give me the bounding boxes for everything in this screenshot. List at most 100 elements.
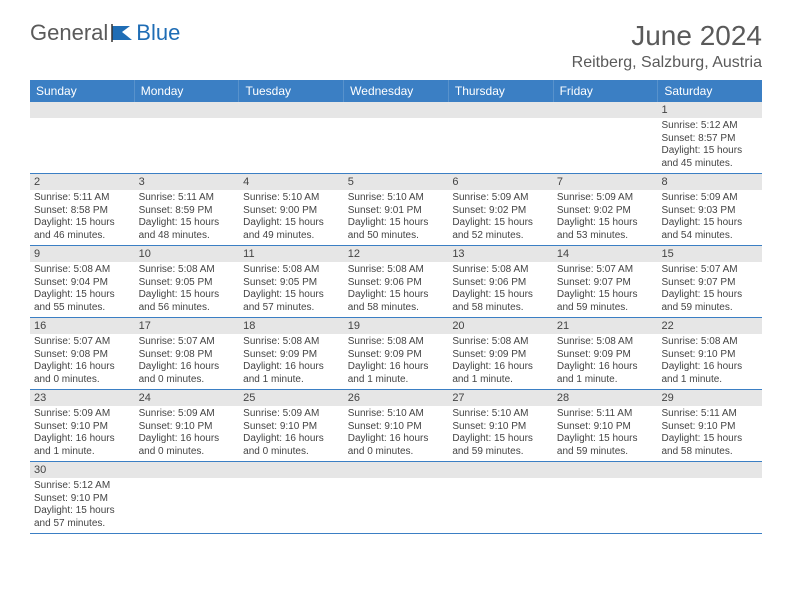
day-number: 18 bbox=[239, 318, 344, 334]
weekday-header: Tuesday bbox=[239, 80, 344, 102]
day-number bbox=[553, 102, 658, 118]
day-cell: Sunrise: 5:08 AM Sunset: 9:06 PM Dayligh… bbox=[448, 262, 553, 317]
day-number bbox=[344, 462, 449, 478]
day-number bbox=[448, 462, 553, 478]
day-number-row: 9101112131415 bbox=[30, 246, 762, 262]
logo: General Blue bbox=[30, 20, 180, 46]
day-cell: Sunrise: 5:10 AM Sunset: 9:10 PM Dayligh… bbox=[448, 406, 553, 461]
day-number bbox=[135, 102, 240, 118]
day-cell: Sunrise: 5:12 AM Sunset: 9:10 PM Dayligh… bbox=[30, 478, 135, 533]
weekday-header-row: SundayMondayTuesdayWednesdayThursdayFrid… bbox=[30, 80, 762, 102]
day-cell bbox=[448, 478, 553, 533]
day-number: 11 bbox=[239, 246, 344, 262]
day-number: 17 bbox=[135, 318, 240, 334]
day-cell bbox=[239, 478, 344, 533]
day-number: 21 bbox=[553, 318, 658, 334]
day-cell: Sunrise: 5:12 AM Sunset: 8:57 PM Dayligh… bbox=[657, 118, 762, 173]
day-cell: Sunrise: 5:08 AM Sunset: 9:06 PM Dayligh… bbox=[344, 262, 449, 317]
day-number: 7 bbox=[553, 174, 658, 190]
day-number bbox=[553, 462, 658, 478]
day-cell bbox=[448, 118, 553, 173]
header: General Blue June 2024 Reitberg, Salzbur… bbox=[0, 0, 792, 80]
weeks-container: 1Sunrise: 5:12 AM Sunset: 8:57 PM Daylig… bbox=[30, 102, 762, 534]
day-cell: Sunrise: 5:08 AM Sunset: 9:09 PM Dayligh… bbox=[344, 334, 449, 389]
day-cell: Sunrise: 5:09 AM Sunset: 9:02 PM Dayligh… bbox=[448, 190, 553, 245]
day-cell: Sunrise: 5:09 AM Sunset: 9:10 PM Dayligh… bbox=[239, 406, 344, 461]
weekday-header: Thursday bbox=[449, 80, 554, 102]
day-cell: Sunrise: 5:08 AM Sunset: 9:09 PM Dayligh… bbox=[553, 334, 658, 389]
day-number: 16 bbox=[30, 318, 135, 334]
day-cell: Sunrise: 5:11 AM Sunset: 9:10 PM Dayligh… bbox=[657, 406, 762, 461]
day-number: 9 bbox=[30, 246, 135, 262]
day-cell bbox=[135, 118, 240, 173]
day-number: 19 bbox=[344, 318, 449, 334]
day-cell bbox=[344, 478, 449, 533]
day-number: 20 bbox=[448, 318, 553, 334]
day-number: 22 bbox=[657, 318, 762, 334]
day-cell bbox=[657, 478, 762, 533]
weekday-header: Monday bbox=[135, 80, 240, 102]
location-text: Reitberg, Salzburg, Austria bbox=[572, 54, 762, 72]
week-row: Sunrise: 5:12 AM Sunset: 9:10 PM Dayligh… bbox=[30, 478, 762, 534]
week-row: Sunrise: 5:12 AM Sunset: 8:57 PM Dayligh… bbox=[30, 118, 762, 174]
day-cell: Sunrise: 5:09 AM Sunset: 9:10 PM Dayligh… bbox=[30, 406, 135, 461]
day-number: 13 bbox=[448, 246, 553, 262]
day-cell: Sunrise: 5:07 AM Sunset: 9:07 PM Dayligh… bbox=[553, 262, 658, 317]
day-number: 23 bbox=[30, 390, 135, 406]
day-cell bbox=[553, 478, 658, 533]
week-row: Sunrise: 5:08 AM Sunset: 9:04 PM Dayligh… bbox=[30, 262, 762, 318]
logo-text-blue: Blue bbox=[136, 20, 180, 46]
day-number-row: 23242526272829 bbox=[30, 390, 762, 406]
day-cell: Sunrise: 5:08 AM Sunset: 9:09 PM Dayligh… bbox=[448, 334, 553, 389]
day-cell bbox=[30, 118, 135, 173]
title-block: June 2024 Reitberg, Salzburg, Austria bbox=[572, 20, 762, 72]
day-number bbox=[239, 102, 344, 118]
day-cell: Sunrise: 5:11 AM Sunset: 9:10 PM Dayligh… bbox=[553, 406, 658, 461]
day-number bbox=[135, 462, 240, 478]
day-cell bbox=[239, 118, 344, 173]
day-number: 12 bbox=[344, 246, 449, 262]
day-number: 30 bbox=[30, 462, 135, 478]
day-cell: Sunrise: 5:09 AM Sunset: 9:10 PM Dayligh… bbox=[135, 406, 240, 461]
day-number bbox=[344, 102, 449, 118]
calendar-grid: SundayMondayTuesdayWednesdayThursdayFrid… bbox=[30, 80, 762, 534]
day-number-row: 16171819202122 bbox=[30, 318, 762, 334]
day-number: 10 bbox=[135, 246, 240, 262]
weekday-header: Saturday bbox=[658, 80, 762, 102]
day-number bbox=[448, 102, 553, 118]
day-cell: Sunrise: 5:08 AM Sunset: 9:10 PM Dayligh… bbox=[657, 334, 762, 389]
weekday-header: Friday bbox=[554, 80, 659, 102]
day-cell: Sunrise: 5:10 AM Sunset: 9:00 PM Dayligh… bbox=[239, 190, 344, 245]
day-number bbox=[30, 102, 135, 118]
day-cell bbox=[553, 118, 658, 173]
day-cell bbox=[135, 478, 240, 533]
day-cell: Sunrise: 5:09 AM Sunset: 9:03 PM Dayligh… bbox=[657, 190, 762, 245]
week-row: Sunrise: 5:09 AM Sunset: 9:10 PM Dayligh… bbox=[30, 406, 762, 462]
weekday-header: Sunday bbox=[30, 80, 135, 102]
week-row: Sunrise: 5:07 AM Sunset: 9:08 PM Dayligh… bbox=[30, 334, 762, 390]
day-number: 25 bbox=[239, 390, 344, 406]
day-number: 6 bbox=[448, 174, 553, 190]
day-cell: Sunrise: 5:07 AM Sunset: 9:07 PM Dayligh… bbox=[657, 262, 762, 317]
day-number: 1 bbox=[657, 102, 762, 118]
day-cell: Sunrise: 5:08 AM Sunset: 9:05 PM Dayligh… bbox=[135, 262, 240, 317]
day-number: 28 bbox=[553, 390, 658, 406]
day-number: 26 bbox=[344, 390, 449, 406]
day-cell: Sunrise: 5:07 AM Sunset: 9:08 PM Dayligh… bbox=[30, 334, 135, 389]
day-number-row: 30 bbox=[30, 462, 762, 478]
day-number: 15 bbox=[657, 246, 762, 262]
day-cell: Sunrise: 5:08 AM Sunset: 9:05 PM Dayligh… bbox=[239, 262, 344, 317]
day-number: 5 bbox=[344, 174, 449, 190]
day-cell: Sunrise: 5:09 AM Sunset: 9:02 PM Dayligh… bbox=[553, 190, 658, 245]
logo-text-general: General bbox=[30, 20, 108, 46]
flag-icon bbox=[110, 24, 134, 42]
day-cell: Sunrise: 5:07 AM Sunset: 9:08 PM Dayligh… bbox=[135, 334, 240, 389]
day-number: 2 bbox=[30, 174, 135, 190]
week-row: Sunrise: 5:11 AM Sunset: 8:58 PM Dayligh… bbox=[30, 190, 762, 246]
day-number bbox=[657, 462, 762, 478]
day-number: 24 bbox=[135, 390, 240, 406]
day-number bbox=[239, 462, 344, 478]
day-cell: Sunrise: 5:11 AM Sunset: 8:59 PM Dayligh… bbox=[135, 190, 240, 245]
month-title: June 2024 bbox=[572, 20, 762, 52]
day-number-row: 2345678 bbox=[30, 174, 762, 190]
